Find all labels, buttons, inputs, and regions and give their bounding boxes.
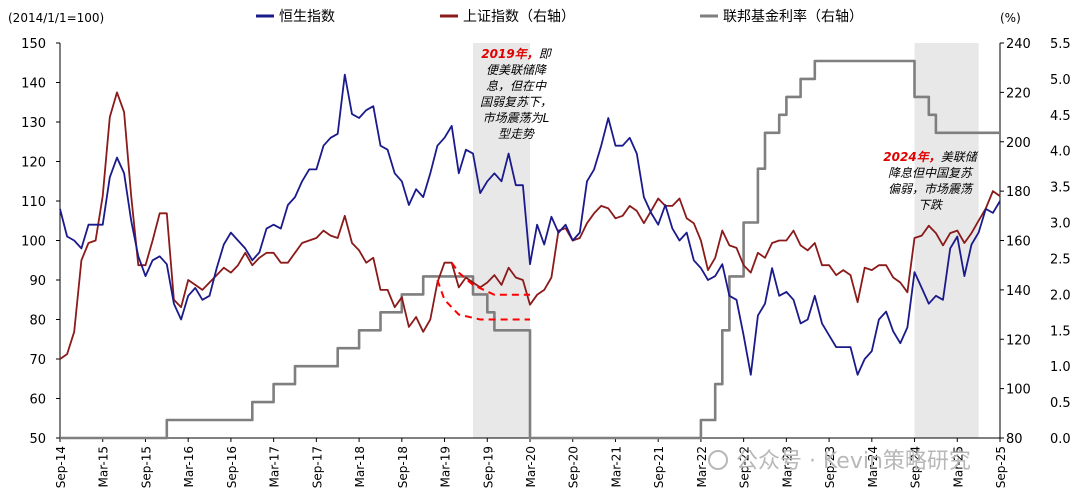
x-tick-label: Mar-20 [524,446,538,487]
x-tick-label: Sep-20 [567,446,581,488]
x-tick-label: Sep-22 [738,446,752,488]
left-tick-label: 50 [29,432,46,447]
right1-tick-label: 240 [1006,37,1031,52]
watermark: 公众号 · Kevin策略研究 [708,449,971,474]
annotation-text: 美联储 [941,150,979,164]
legend-label-1: 恒生指数 [279,9,335,25]
left-tick-label: 130 [21,116,46,131]
left-tick-label: 150 [21,37,46,52]
series-line-3 [60,59,1000,440]
dashed-guide-2 [436,279,530,321]
right1-tick-label: 100 [1006,383,1031,398]
annotation-line: 2024年，美联储 [883,150,978,164]
left-tick-label: 70 [29,353,46,368]
x-tick-label: Sep-14 [54,446,68,488]
right1-tick-label: 180 [1006,185,1031,200]
right2-tick-label: 5.0 [1050,73,1071,88]
x-tick-label: Sep-15 [139,446,153,488]
x-tick-label: Sep-16 [225,446,239,488]
x-tick-label: Sep-18 [396,446,410,488]
left-tick-label: 140 [21,77,46,92]
annotation-highlight: 2024年， [883,150,940,164]
left-tick-label: 100 [21,235,46,250]
left-tick-label: 80 [29,314,46,329]
x-tick-label: Mar-21 [609,446,623,487]
annotation-line: 降息但中国复苏 [888,166,974,180]
annotations: 2019年，即便美联储降息，但在中国弱复苏下，市场震荡为L 型走势2024年，美联… [480,47,979,212]
x-tick-label: Mar-22 [695,446,709,487]
x-tick-label: Mar-17 [268,446,282,487]
left-tick-label: 90 [29,274,46,289]
watermark-text: 公众号 · Kevin策略研究 [736,449,971,474]
dashed-guides [436,262,530,321]
annotation-line: 偏弱，市场震荡 [888,182,974,196]
left-axis-label: (2014/1/1=100) [8,11,104,25]
right1-tick-label: 200 [1006,136,1031,151]
right1-tick-label: 140 [1006,284,1031,299]
annotation-line: 市场震荡为L [483,111,550,125]
annotation-text: 即 [539,47,553,61]
shaded-period-1 [473,43,530,438]
right2-tick-label: 3.5 [1050,181,1071,196]
x-tick-label: Mar-18 [353,446,367,487]
right2-tick-label: 2.5 [1050,252,1071,267]
x-tick-label: Mar-23 [780,446,794,487]
right2-tick-label: 5.5 [1050,37,1071,52]
annotation-line: 2019年，即 [481,47,552,61]
right2-tick-label: 2.0 [1050,288,1071,303]
left-tick-label: 110 [21,195,46,210]
x-tick-label: Sep-17 [310,446,324,488]
annotation-a2019: 2019年，即便美联储降息，但在中国弱复苏下，市场震荡为L 型走势 [480,47,553,141]
right1-tick-label: 80 [1006,432,1023,447]
x-tick-label: Mar-24 [866,446,880,487]
x-tick-label: Sep-24 [909,446,923,488]
x-tick-label: Sep-23 [823,446,837,488]
series-lines [59,59,1001,440]
x-tick-label: Mar-19 [439,446,453,487]
annotation-line: 下跌 [918,198,944,212]
right2-tick-label: 0.5 [1050,396,1071,411]
annotation-a2024: 2024年，美联储降息但中国复苏偏弱，市场震荡下跌 [883,150,978,212]
right1-tick-label: 220 [1006,86,1031,101]
series-line-1 [59,73,1001,376]
annotation-line: 国弱复苏下， [480,95,552,109]
right-axis-unit: (%) [1000,11,1021,25]
series-line-2 [59,91,1001,360]
x-tick-label: Mar-15 [97,446,111,487]
right2-tick-label: 3.0 [1050,217,1071,232]
right1-tick-label: 120 [1006,333,1031,348]
right2-tick-label: 1.5 [1050,324,1071,339]
x-tick-label: Sep-19 [481,446,495,488]
left-tick-label: 60 [29,393,46,408]
x-tick-label: Mar-16 [182,446,196,487]
right2-tick-label: 4.5 [1050,109,1071,124]
legend: 恒生指数 上证指数（右轴） 联邦基金利率（右轴） [256,8,863,25]
annotation-line: 型走势 [498,127,535,141]
right2-tick-label: 4.0 [1050,145,1071,160]
legend-label-3: 联邦基金利率（右轴） [723,8,863,25]
x-tick-label: Sep-25 [994,446,1008,488]
annotation-line: 便美联储降 [486,63,547,77]
right2-tick-label: 0.0 [1050,432,1071,447]
axes: 50 60 70 80 90 100 110 120 130 140 150 80 100 120 140 1… [8,11,1071,488]
right1-tick-label: 160 [1006,235,1031,250]
annotation-line: 息，但在中 [486,79,547,93]
annotation-highlight: 2019年， [481,47,538,61]
watermark-logo-icon [708,450,728,470]
dashed-guide-1 [450,262,530,296]
legend-label-2: 上证指数（右轴） [463,9,575,25]
left-tick-label: 120 [21,156,46,171]
x-tick-label: Sep-21 [652,446,666,488]
x-tick-label: Mar-25 [951,446,965,487]
right2-tick-label: 1.0 [1050,360,1071,375]
